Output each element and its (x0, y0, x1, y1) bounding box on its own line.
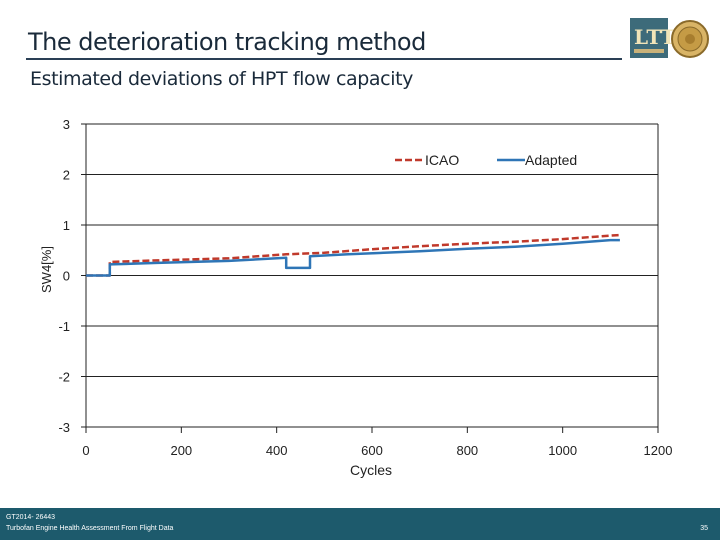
legend-label: Adapted (525, 152, 577, 168)
ltt-logo: LTT (628, 14, 710, 64)
y-tick-label: 3 (63, 117, 70, 132)
chart-subtitle: Estimated deviations of HPT flow capacit… (30, 68, 413, 90)
footer-description: Turbofan Engine Health Assessment From F… (6, 525, 174, 532)
y-tick-label: -3 (58, 420, 70, 435)
x-tick-label: 1200 (644, 443, 673, 458)
x-tick-label: 0 (82, 443, 89, 458)
x-tick-label: 800 (456, 443, 478, 458)
x-tick-label: 1000 (548, 443, 577, 458)
y-tick-label: -1 (58, 319, 70, 334)
x-axis-title: Cycles (350, 462, 392, 478)
footer-reference: GT2014- 26443 (6, 514, 56, 521)
series-line-adapted (86, 238, 620, 277)
footer-bar: GT2014- 26443 Turbofan Engine Health Ass… (0, 508, 720, 540)
title-underline (26, 58, 622, 60)
y-axis-title: SW4[%] (39, 246, 54, 293)
y-tick-label: 2 (63, 168, 70, 183)
svg-text:LTT: LTT (634, 25, 676, 49)
x-tick-label: 400 (266, 443, 288, 458)
x-tick-label: 200 (170, 443, 192, 458)
y-tick-label: 0 (63, 269, 70, 284)
y-tick-label: 1 (63, 218, 70, 233)
y-tick-label: -2 (58, 370, 70, 385)
page-number: 35 (700, 525, 708, 532)
legend-label: ICAO (425, 152, 459, 168)
slide-title: The deterioration tracking method (28, 28, 426, 56)
series-line-icao (86, 233, 620, 277)
x-tick-label: 600 (361, 443, 383, 458)
